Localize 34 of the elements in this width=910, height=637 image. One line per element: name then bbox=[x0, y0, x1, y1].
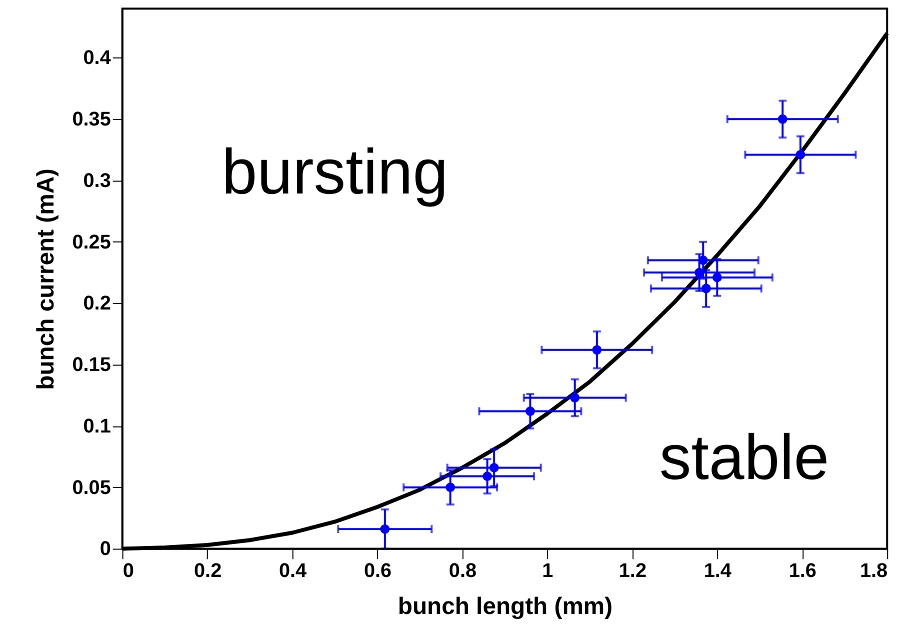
x-tick-label: 0.6 bbox=[364, 560, 392, 582]
point bbox=[482, 472, 492, 481]
point bbox=[712, 272, 722, 282]
y-tick-label: 0.05 bbox=[72, 476, 111, 499]
y-tick-label: 0.1 bbox=[83, 415, 111, 438]
point bbox=[592, 345, 602, 355]
point bbox=[489, 462, 499, 472]
y-tick-label: 0.15 bbox=[72, 354, 111, 376]
point bbox=[701, 284, 711, 294]
annotation: stable bbox=[659, 422, 830, 494]
x-axis-title: bunch length (mm) bbox=[398, 592, 613, 620]
point bbox=[446, 482, 456, 492]
x-tick-label: 1.2 bbox=[618, 560, 647, 582]
y-tick-label: 0.3 bbox=[83, 170, 111, 192]
x-tick-label: 0 bbox=[122, 560, 134, 582]
point bbox=[526, 406, 535, 416]
x-tick-label: 0.8 bbox=[448, 560, 477, 582]
x-tick-label: 0.4 bbox=[278, 560, 307, 582]
annotation: bursting bbox=[222, 136, 448, 208]
point bbox=[778, 114, 788, 124]
point bbox=[380, 524, 390, 534]
point bbox=[570, 393, 580, 402]
x-tick-label: 1.4 bbox=[704, 560, 732, 582]
y-tick-label: 0.2 bbox=[83, 292, 111, 315]
x-tick-label: 1.8 bbox=[860, 560, 888, 582]
y-tick-label: 0.35 bbox=[72, 108, 111, 131]
x-tick-label: 0.2 bbox=[194, 560, 222, 582]
y-tick-label: 0 bbox=[100, 538, 111, 560]
y-tick-label: 0.4 bbox=[83, 47, 111, 70]
y-axis-title: bunch current (mA) bbox=[32, 168, 60, 390]
x-tick-label: 1.6 bbox=[788, 560, 816, 582]
x-tick-label: 1 bbox=[542, 560, 554, 582]
y-tick-label: 0.25 bbox=[72, 231, 111, 254]
point bbox=[796, 150, 806, 160]
